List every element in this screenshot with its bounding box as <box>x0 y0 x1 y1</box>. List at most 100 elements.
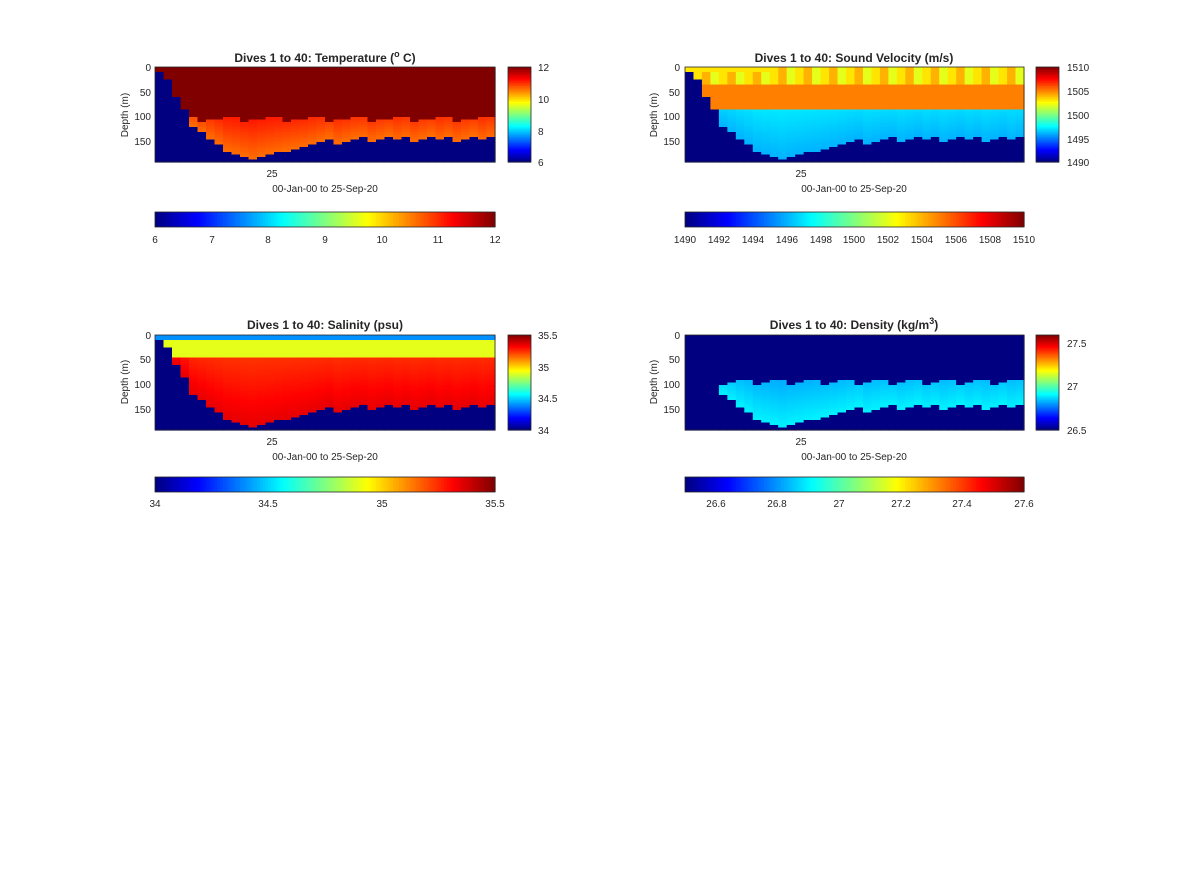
heatmap-cell <box>930 127 940 131</box>
heatmap-cell <box>435 109 445 113</box>
heatmap-cell <box>735 87 745 91</box>
heatmap-cell <box>376 122 386 126</box>
heatmap-cell <box>350 375 360 379</box>
heatmap-cell <box>291 337 301 341</box>
heatmap-cell <box>990 127 1000 131</box>
heatmap-cell <box>922 74 932 78</box>
heatmap-cell <box>393 377 403 381</box>
heatmap-cell <box>947 137 957 141</box>
heatmap-cell <box>829 159 839 163</box>
heatmap-cell <box>981 144 991 148</box>
heatmap-cell <box>786 92 796 96</box>
heatmap-cell <box>444 370 454 374</box>
heatmap-cell <box>418 87 428 91</box>
heatmap-cell <box>299 117 309 121</box>
heatmap-cell <box>180 427 190 431</box>
colorbar-swatch <box>508 109 531 112</box>
y-axis-label: Depth (m) <box>120 93 131 137</box>
heatmap-cell <box>384 79 394 83</box>
heatmap-cell <box>718 97 728 101</box>
heatmap-cell <box>163 415 173 419</box>
colorbar-swatch <box>831 212 836 227</box>
heatmap-cell <box>376 87 386 91</box>
heatmap-cell <box>282 124 292 128</box>
heatmap-cell <box>452 114 462 118</box>
heatmap-cell <box>778 134 788 138</box>
heatmap-cell <box>862 139 873 143</box>
heatmap-cell <box>333 147 343 151</box>
heatmap-cell <box>735 122 745 126</box>
heatmap-cell <box>981 67 991 71</box>
heatmap-cell <box>350 104 360 108</box>
heatmap-cell <box>939 119 949 123</box>
heatmap-cell <box>444 72 454 76</box>
heatmap-cell <box>163 137 173 141</box>
heatmap-cell <box>427 385 437 389</box>
heatmap-cell <box>274 377 284 381</box>
heatmap-cell <box>871 87 881 91</box>
heatmap-cell <box>206 410 216 414</box>
heatmap-cell <box>401 375 411 379</box>
heatmap-cell <box>155 385 165 389</box>
heatmap-cell <box>478 357 488 361</box>
heatmap-cell <box>410 347 420 351</box>
heatmap-cell <box>761 89 771 93</box>
colorbar-frame <box>1035 66 1060 163</box>
heatmap-cell <box>761 77 771 81</box>
heatmap-cell <box>240 92 250 96</box>
heatmap-cell <box>829 79 839 83</box>
heatmap-cell <box>461 420 471 424</box>
colorbar-swatch <box>755 212 760 227</box>
heatmap-cell <box>435 405 445 409</box>
heatmap-cell <box>795 77 805 81</box>
heatmap-cell <box>461 390 471 394</box>
heatmap-cell <box>744 99 754 103</box>
heatmap-cell <box>197 362 207 366</box>
heatmap-cell <box>701 79 712 83</box>
heatmap-cell <box>837 92 847 96</box>
heatmap-cell <box>350 74 360 78</box>
heatmap-cell <box>180 67 190 71</box>
heatmap-cell <box>333 159 343 163</box>
heatmap-cell <box>786 152 796 156</box>
heatmap-cell <box>384 427 394 431</box>
colorbar-swatch <box>308 212 312 227</box>
heatmap-cell <box>761 137 771 141</box>
heatmap-cell <box>461 400 471 404</box>
heatmap-cell <box>862 149 873 153</box>
heatmap-cell <box>299 335 309 339</box>
heatmap-cell <box>947 77 957 81</box>
heatmap-cell <box>240 119 250 123</box>
heatmap-cell <box>803 79 813 83</box>
heatmap-cell <box>478 427 488 431</box>
heatmap-cell <box>282 92 292 96</box>
heatmap-cell <box>240 69 250 73</box>
colorbar-swatch <box>707 212 712 227</box>
heatmap-cell <box>401 132 411 136</box>
heatmap-cell <box>316 69 326 73</box>
heatmap-cell <box>820 124 830 128</box>
heatmap-cell <box>981 142 991 146</box>
heatmap-cell <box>384 345 394 349</box>
heatmap-cell <box>248 345 258 349</box>
heatmap-cell <box>223 79 233 83</box>
heatmap-cell <box>735 89 745 93</box>
heatmap-cell <box>693 159 703 163</box>
heatmap-cell <box>427 387 437 391</box>
heatmap-cell <box>435 102 445 106</box>
heatmap-cell <box>939 154 949 158</box>
heatmap-cell <box>410 395 420 399</box>
heatmap-cell <box>973 99 983 103</box>
heatmap-cell <box>418 340 428 344</box>
heatmap-cell <box>744 129 754 133</box>
colorbar-swatch <box>1009 212 1014 227</box>
heatmap-cell <box>291 335 301 339</box>
heatmap-cell <box>854 119 864 123</box>
heatmap-cell <box>359 392 369 396</box>
heatmap-cell <box>812 77 822 81</box>
heatmap-cell <box>998 112 1008 116</box>
heatmap-cell <box>214 425 224 429</box>
heatmap-cell <box>299 134 309 138</box>
heatmap-cell <box>990 134 1000 138</box>
heatmap-cell <box>444 352 454 356</box>
